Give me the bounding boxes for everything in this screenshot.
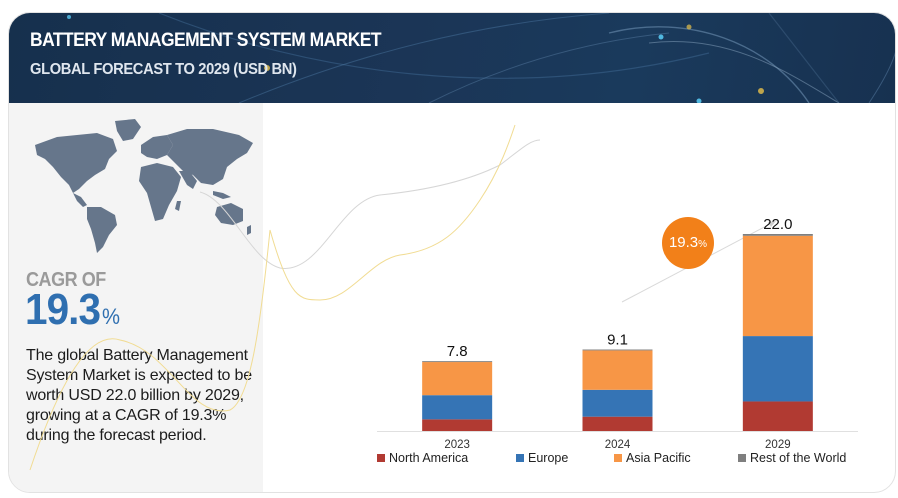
legend-swatch xyxy=(516,454,524,462)
x-tick-label: 2023 xyxy=(444,439,470,451)
x-tick-label: 2024 xyxy=(605,439,631,451)
bar-segment-rest-of-the-world-2024 xyxy=(582,349,653,351)
world-map-icon xyxy=(35,119,253,253)
decorative-curve-gray xyxy=(199,139,541,269)
bar-total-label: 9.1 xyxy=(607,332,628,349)
bar-segment-north-america-2024 xyxy=(582,416,653,431)
left-panel: CAGR OF 19.3% The global Battery Managem… xyxy=(9,103,263,492)
bar-segment-north-america-2029 xyxy=(742,401,813,431)
page-subtitle: GLOBAL FORECAST TO 2029 (USD BN) xyxy=(30,61,297,78)
decorative-curve-gold xyxy=(29,124,516,471)
badge-unit: % xyxy=(698,239,708,250)
growth-arrow-head xyxy=(768,221,776,227)
cagr-number: 19.3 xyxy=(25,285,101,334)
cagr-value: 19.3% xyxy=(25,285,120,335)
legend-swatch xyxy=(614,454,622,462)
bar-segment-europe-2023 xyxy=(422,395,493,420)
header-light-streaks xyxy=(67,13,895,103)
legend-label: Europe xyxy=(528,451,569,465)
bar-segment-north-america-2023 xyxy=(422,419,493,431)
bar-segment-asia-pacific-2029 xyxy=(742,235,813,337)
legend-item-europe: Europe xyxy=(516,451,568,465)
legend-label: North America xyxy=(389,451,469,465)
bar-total-label: 22.0 xyxy=(763,216,792,233)
legend-item-rest-of-the-world: Rest of the World xyxy=(738,451,846,465)
bar-segment-rest-of-the-world-2029 xyxy=(742,234,813,236)
legend-item-north-america: North America xyxy=(377,451,468,465)
x-tick-label: 2029 xyxy=(765,439,791,451)
header-banner: BATTERY MANAGEMENT SYSTEM MARKET GLOBAL … xyxy=(9,13,895,103)
cagr-label: CAGR OF xyxy=(26,269,106,291)
page-title: BATTERY MANAGEMENT SYSTEM MARKET xyxy=(30,30,382,51)
market-description: The global Battery Management System Mar… xyxy=(26,347,252,444)
cagr-unit: % xyxy=(101,304,120,329)
bar-segment-asia-pacific-2024 xyxy=(582,350,653,390)
legend-swatch xyxy=(738,454,746,462)
cagr-badge: 19.3% xyxy=(662,217,714,269)
bar-total-label: 7.8 xyxy=(447,343,468,360)
legend-item-asia-pacific: Asia Pacific xyxy=(614,451,691,465)
bar-segment-europe-2029 xyxy=(742,336,813,402)
bar-segment-asia-pacific-2023 xyxy=(422,362,493,396)
legend-label: Asia Pacific xyxy=(626,451,691,465)
legend-swatch xyxy=(377,454,385,462)
badge-value: 19.3 xyxy=(668,234,699,251)
bar-segment-europe-2024 xyxy=(582,389,653,417)
legend-label: Rest of the World xyxy=(750,451,847,465)
bar-segment-rest-of-the-world-2023 xyxy=(422,361,493,363)
